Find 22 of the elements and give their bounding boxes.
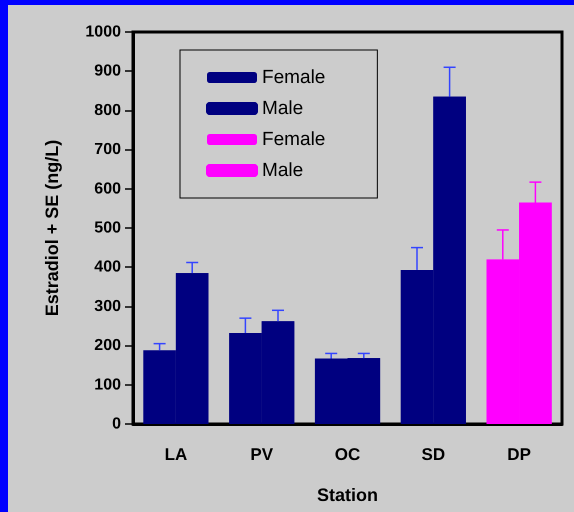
- legend-label: Male: [262, 98, 304, 119]
- legend-label: Female: [262, 129, 326, 150]
- y-tick-label: 0: [112, 416, 122, 432]
- legend-label: Female: [262, 67, 326, 88]
- y-tick-label: 1000: [85, 24, 122, 40]
- legend-label: Male: [262, 160, 304, 181]
- x-axis-title: Station: [317, 485, 378, 505]
- y-tick-label: 600: [94, 180, 122, 198]
- x-tick-label: DP: [507, 445, 531, 464]
- x-tick-label: SD: [421, 445, 446, 464]
- y-tick-label: 700: [94, 141, 122, 158]
- x-tick-label: LA: [164, 445, 188, 464]
- y-tick-label: 800: [94, 102, 122, 119]
- x-tick-label: OC: [334, 445, 360, 464]
- y-tick-label: 100: [94, 376, 122, 394]
- y-tick-label: 500: [94, 220, 122, 236]
- y-tick-label: 300: [94, 298, 122, 315]
- y-tick-label: 900: [94, 62, 122, 80]
- y-tick-label: 400: [94, 258, 122, 276]
- y-axis-title: Estradiol + SE (ng/L): [42, 140, 62, 316]
- x-tick-label: PV: [250, 445, 274, 464]
- y-tick-label: 200: [94, 337, 122, 354]
